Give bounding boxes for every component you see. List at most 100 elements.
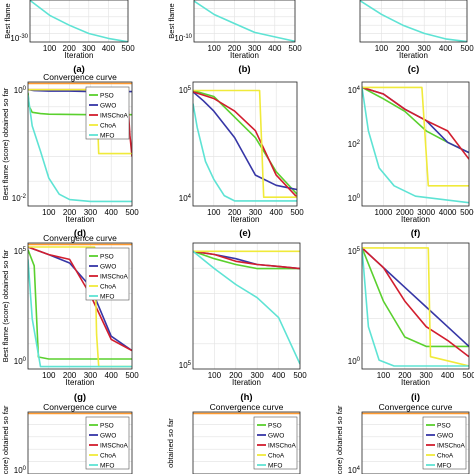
x-tick-label: 300 [82, 44, 96, 53]
x-tick-label: 3000 [417, 208, 435, 217]
axes-box [192, 81, 298, 207]
x-tick-label: 200 [228, 44, 242, 53]
panel-caption: (c) [408, 64, 420, 75]
panel-caption: (g) [74, 392, 86, 403]
x-axis-label: Iteration [66, 215, 95, 224]
series-line-imschoa [193, 91, 297, 198]
legend-label: ChoA [100, 284, 117, 291]
legend-label: GWO [100, 103, 116, 110]
x-tick-label: 500 [290, 208, 304, 217]
legend-label: IMSChoA [100, 113, 128, 120]
x-tick-label: 300 [84, 371, 98, 380]
y-tick-label: 104 [348, 86, 361, 95]
axes-box [27, 81, 133, 207]
x-tick-label: 400 [441, 371, 455, 380]
x-axis-label: Iteration [401, 215, 430, 224]
series-line-gwo [193, 91, 297, 191]
chart-panel-g: Convergence curve 100 200 300 400 500 105 100 It… [1, 233, 139, 387]
y-tick-label: 100 [14, 466, 27, 474]
x-tick-label: 300 [249, 208, 263, 217]
panel-caption: (e) [239, 228, 251, 239]
series-group [30, 0, 128, 42]
x-tick-label: 300 [248, 44, 262, 53]
series-group [360, 0, 467, 42]
legend-label: IMSChoA [100, 443, 128, 450]
x-tick-label: 100 [208, 371, 222, 380]
legend-label: IMSChoA [268, 443, 296, 450]
y-tick-label: 10-10 [174, 34, 192, 43]
chart-title: Convergence curve [43, 72, 117, 82]
x-tick-label: 500 [125, 208, 139, 217]
axes-box [361, 242, 470, 370]
series-line-pso [193, 250, 300, 270]
legend-label: ChoA [268, 453, 285, 460]
legend-label: GWO [437, 433, 453, 440]
chart-panel-c: 100 200 300 400 500 Iteration [359, 0, 474, 60]
x-tick-label: 200 [228, 208, 242, 217]
y-tick-label: 100 [14, 86, 27, 95]
axes-box [359, 0, 468, 43]
y-tick-label: 105 [179, 86, 192, 95]
x-tick-label: 400 [268, 44, 282, 53]
chart-panel-i: 100 200 300 400 500 105 100 Iteration [348, 242, 474, 387]
x-tick-label: 300 [418, 44, 432, 53]
x-tick-label: 200 [396, 44, 410, 53]
legend-label: MFO [437, 463, 451, 470]
series-group [362, 86, 469, 204]
chart-panel-a: 100 200 300 400 500 10-30 Iteration Best flame [3, 0, 135, 60]
axes-box [193, 0, 296, 43]
axes-box [27, 242, 133, 370]
legend-label: ChoA [100, 123, 117, 130]
y-axis-label: Best flame (score) obtained so far [1, 87, 10, 200]
series-line-curve [30, 0, 128, 42]
chart-title: Convergence curve [210, 402, 284, 412]
x-tick-label: 200 [63, 208, 77, 217]
panel-caption: (a) [73, 64, 85, 75]
x-tick-label: 500 [460, 44, 474, 53]
legend-label: MFO [100, 294, 114, 301]
x-tick-label: 300 [420, 371, 434, 380]
x-tick-label: 2000 [396, 208, 414, 217]
y-tick-label: 105 [179, 361, 192, 370]
series-group [362, 247, 469, 367]
x-tick-label: 500 [462, 371, 474, 380]
legend: PSO GWO IMSChoA ChoA MFO [85, 86, 130, 140]
panel-caption: (i) [411, 392, 420, 403]
chart-panel-e: 100 200 300 400 500 105 104 Iteration [179, 81, 304, 224]
series-line-imschoa [193, 250, 300, 270]
y-axis-label: Best flame [167, 3, 176, 38]
chart-title: Convergence curve [43, 233, 117, 243]
x-axis-label: Iteration [399, 51, 428, 60]
x-tick-label: 100 [375, 44, 389, 53]
y-tick-label: 104 [348, 466, 361, 474]
series-line-choa [362, 247, 469, 367]
series-line-pso [193, 89, 297, 195]
legend-label: PSO [100, 423, 114, 430]
series-group [28, 246, 132, 368]
series-line-curve [360, 0, 467, 42]
chart-panel-b: 100 200 300 400 500 10-10 Iteration Best flame [167, 0, 302, 60]
legend-label: MFO [100, 463, 114, 470]
series-line-mfo [362, 87, 469, 204]
chart-panel-k: Convergence curve obtained so far PSO GWO IM… [166, 402, 301, 474]
series-line-pso [28, 249, 132, 360]
series-group [193, 250, 300, 365]
series-group [194, 0, 295, 42]
x-axis-label: Iteration [65, 51, 94, 60]
axes-box [361, 411, 470, 474]
x-tick-label: 300 [84, 208, 98, 217]
series-line-choa [362, 86, 469, 187]
chart-panel-l: Convergence curve 104 (score) obtained so … [335, 402, 470, 474]
y-axis-label: (score) obtained so far [335, 405, 344, 474]
legend-label: PSO [437, 423, 451, 430]
x-tick-label: 100 [208, 44, 222, 53]
x-tick-label: 100 [42, 371, 56, 380]
x-tick-label: 5000 [460, 208, 474, 217]
x-tick-label: 100 [377, 371, 391, 380]
x-tick-label: 300 [251, 371, 265, 380]
x-tick-label: 500 [293, 371, 307, 380]
y-tick-label: 100 [348, 357, 361, 366]
x-tick-label: 200 [229, 371, 243, 380]
